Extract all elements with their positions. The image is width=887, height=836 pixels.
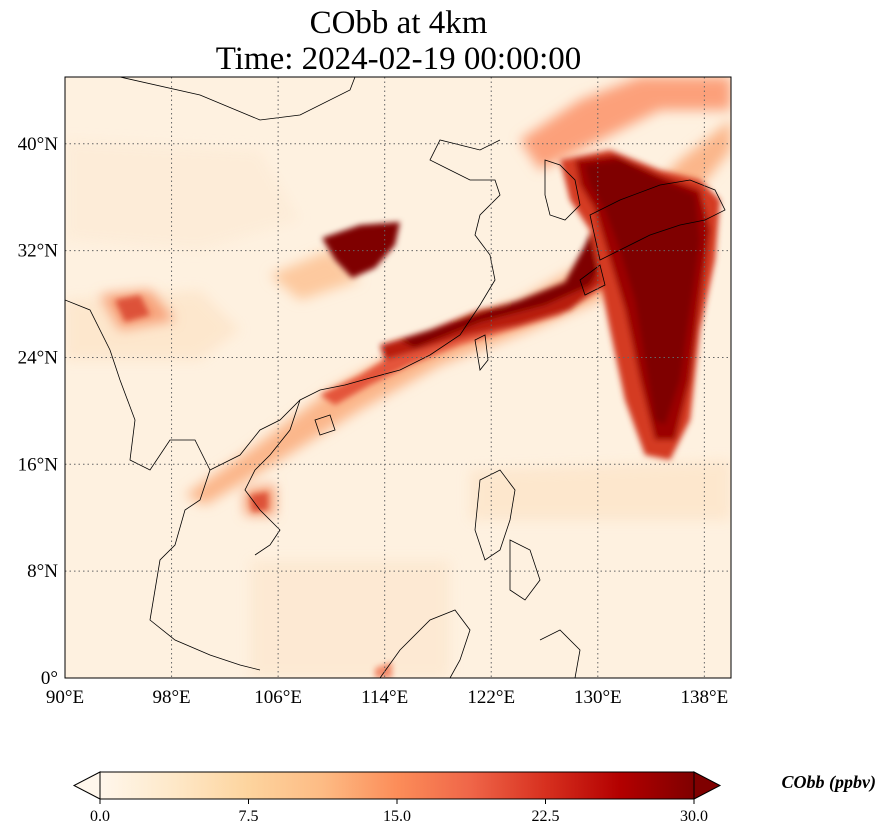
- latitude-tick-label: 24°N: [18, 347, 59, 368]
- longitude-tick-label: 98°E: [152, 687, 190, 708]
- map-title: CObb at 4km: [309, 5, 488, 41]
- longitude-tick-label: 106°E: [254, 687, 302, 708]
- longitude-tick-label: 90°E: [46, 687, 84, 708]
- colorbar-tick-label: 15.0: [383, 808, 411, 825]
- gridlines: [65, 77, 731, 678]
- latitude-tick-label: 16°N: [18, 454, 59, 475]
- colorbar-tick-label: 30.0: [680, 808, 708, 825]
- longitude-tick-label: 130°E: [574, 687, 622, 708]
- map-time-subtitle: Time: 2024-02-19 00:00:00: [215, 41, 582, 77]
- colorbar-max-extend: [693, 771, 722, 800]
- map-frame: [64, 76, 732, 679]
- longitude-tick-label: 122°E: [467, 687, 515, 708]
- latitude-tick-label: 40°N: [18, 134, 59, 155]
- colorbar-tick-label: 7.5: [239, 808, 259, 825]
- colorbar: 0.0 7.5 15.0 22.5 30.0 CObb (ppbv): [72, 771, 876, 825]
- map-plot-area: [65, 77, 731, 678]
- colorbar-min-extend: [72, 771, 101, 800]
- longitude-tick-label: 138°E: [681, 687, 729, 708]
- colorbar-tick-label: 0.0: [90, 808, 110, 825]
- colorbar-tick-label: 22.5: [532, 808, 560, 825]
- longitude-tick-label: 114°E: [361, 687, 408, 708]
- latitude-tick-label: 8°N: [27, 561, 58, 582]
- concentration-field: [65, 77, 731, 678]
- latitude-tick-labels: 0° 8°N 16°N 24°N 32°N 40°N: [18, 134, 59, 689]
- colorbar-tick-labels: 0.0 7.5 15.0 22.5 30.0: [90, 799, 708, 825]
- longitude-tick-labels: 90°E 98°E 106°E 114°E 122°E 130°E 138°E: [46, 687, 728, 708]
- colorbar-gradient: [100, 772, 694, 799]
- latitude-tick-label: 32°N: [18, 241, 59, 262]
- latitude-tick-label: 0°: [41, 668, 58, 689]
- coastlines: [65, 77, 726, 678]
- colorbar-label: CObb (ppbv): [782, 772, 876, 793]
